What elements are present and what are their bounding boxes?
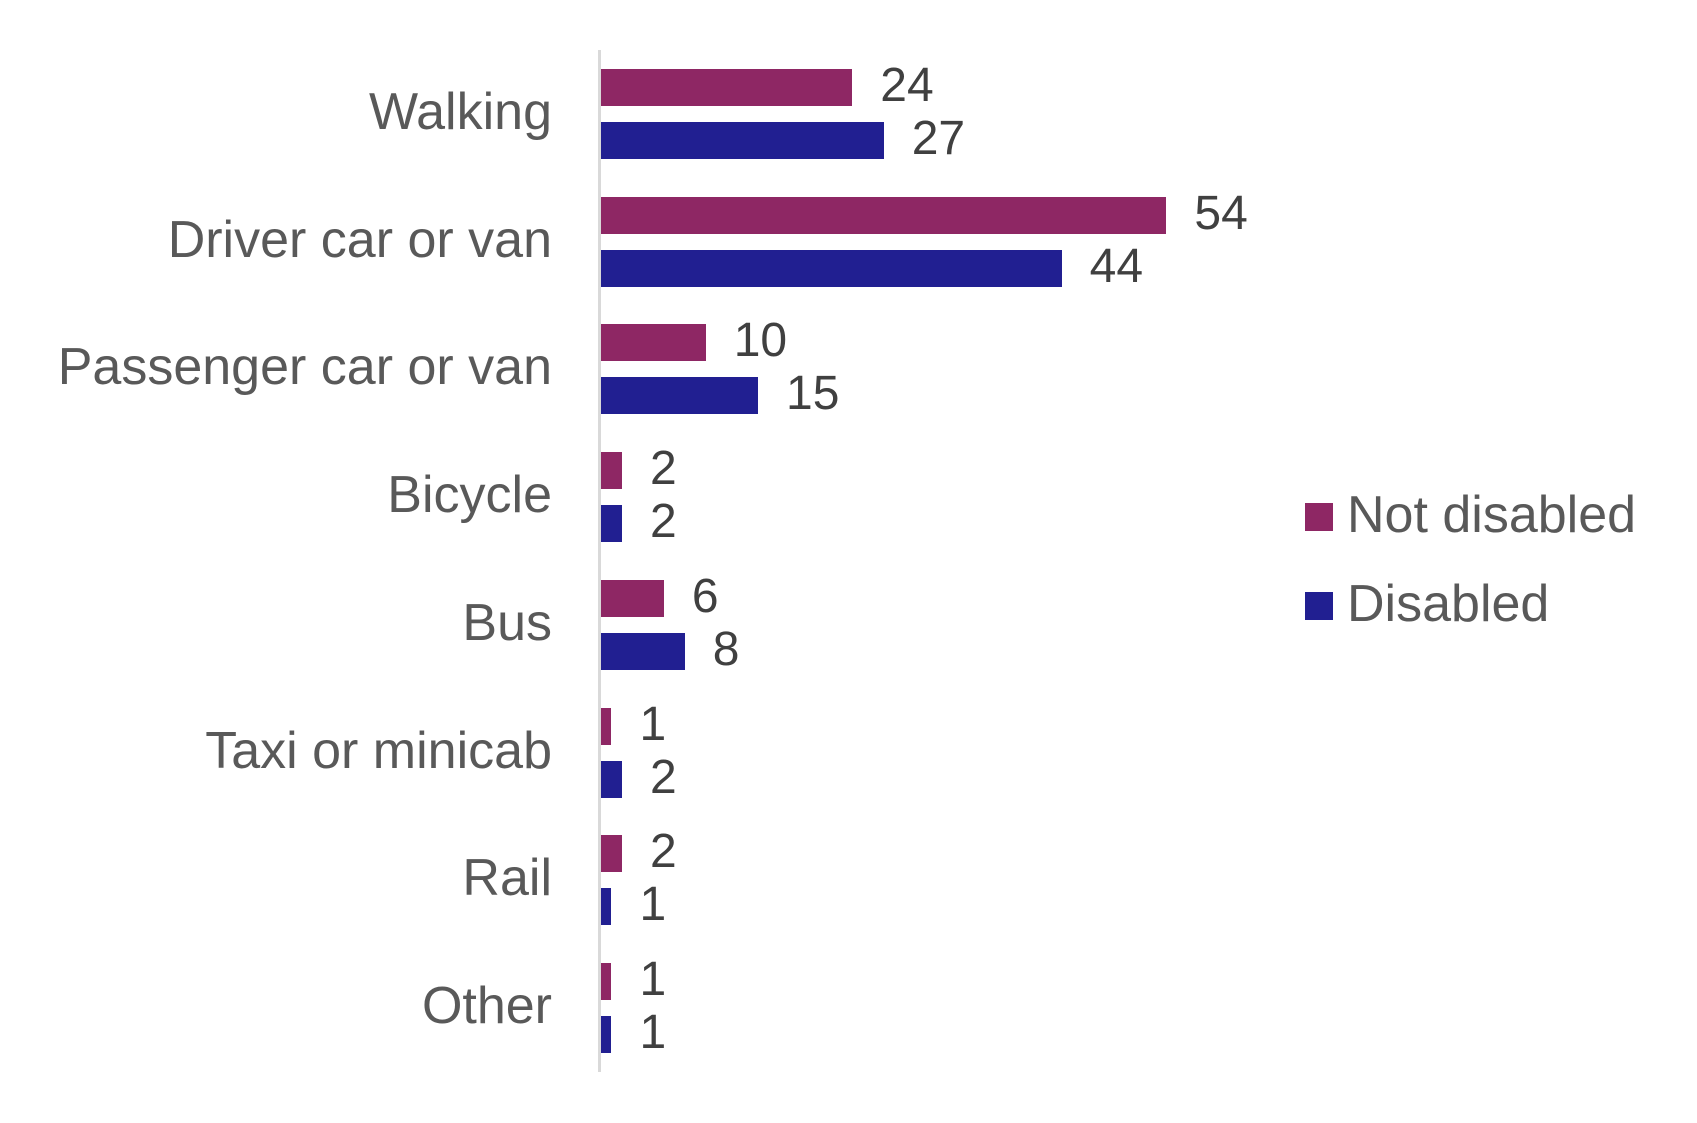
category-axis-line — [598, 50, 601, 1072]
bar-disabled — [601, 888, 612, 926]
data-label: 15 — [786, 367, 840, 421]
bar-not-disabled — [601, 324, 706, 362]
category-label-taxi-or-minicab: Taxi or minicab — [205, 721, 552, 780]
category-label-rail: Rail — [462, 849, 552, 908]
data-label: 54 — [1194, 186, 1248, 240]
bar-not-disabled — [601, 69, 853, 106]
data-label: 6 — [691, 569, 719, 623]
bar-not-disabled — [601, 452, 622, 490]
data-label: 27 — [911, 112, 966, 165]
bar-not-disabled — [601, 962, 612, 1000]
bar-disabled — [601, 377, 759, 415]
bar-not-disabled — [601, 707, 612, 745]
data-label: 2 — [649, 825, 677, 879]
data-label: 24 — [880, 59, 934, 112]
data-label: 1 — [639, 952, 667, 1006]
data-label: 1 — [639, 878, 667, 932]
bar-not-disabled — [601, 579, 664, 617]
category-label-walking: Walking — [368, 83, 552, 141]
legend-label-disabled: Disabled — [1347, 575, 1550, 633]
data-label: 2 — [649, 442, 677, 496]
legend-swatch-disabled — [1305, 592, 1333, 620]
data-label: 44 — [1089, 239, 1144, 293]
bar-disabled — [601, 632, 685, 670]
category-label-bicycle: Bicycle — [387, 466, 552, 525]
category-label-driver-car-or-van: Driver car or van — [167, 210, 552, 269]
data-label: 8 — [712, 622, 740, 676]
bar-disabled — [601, 1015, 612, 1053]
category-label-passenger-car-or-van: Passenger car or van — [57, 338, 552, 397]
data-label: 1 — [639, 1005, 667, 1059]
data-label: 2 — [649, 750, 677, 804]
category-label-bus: Bus — [462, 593, 552, 652]
bar-disabled — [601, 122, 884, 159]
bar-not-disabled — [601, 835, 622, 873]
bar-disabled — [601, 505, 622, 543]
category-label-other: Other — [421, 976, 552, 1035]
legend-label-not-disabled: Not disabled — [1347, 486, 1637, 544]
data-label: 2 — [649, 495, 677, 549]
legend-swatch-not-disabled — [1305, 503, 1333, 531]
data-label: 10 — [733, 314, 788, 368]
bar-disabled — [601, 249, 1062, 287]
bar-not-disabled — [601, 196, 1167, 234]
data-label: 1 — [639, 697, 667, 751]
bar-disabled — [601, 760, 622, 798]
